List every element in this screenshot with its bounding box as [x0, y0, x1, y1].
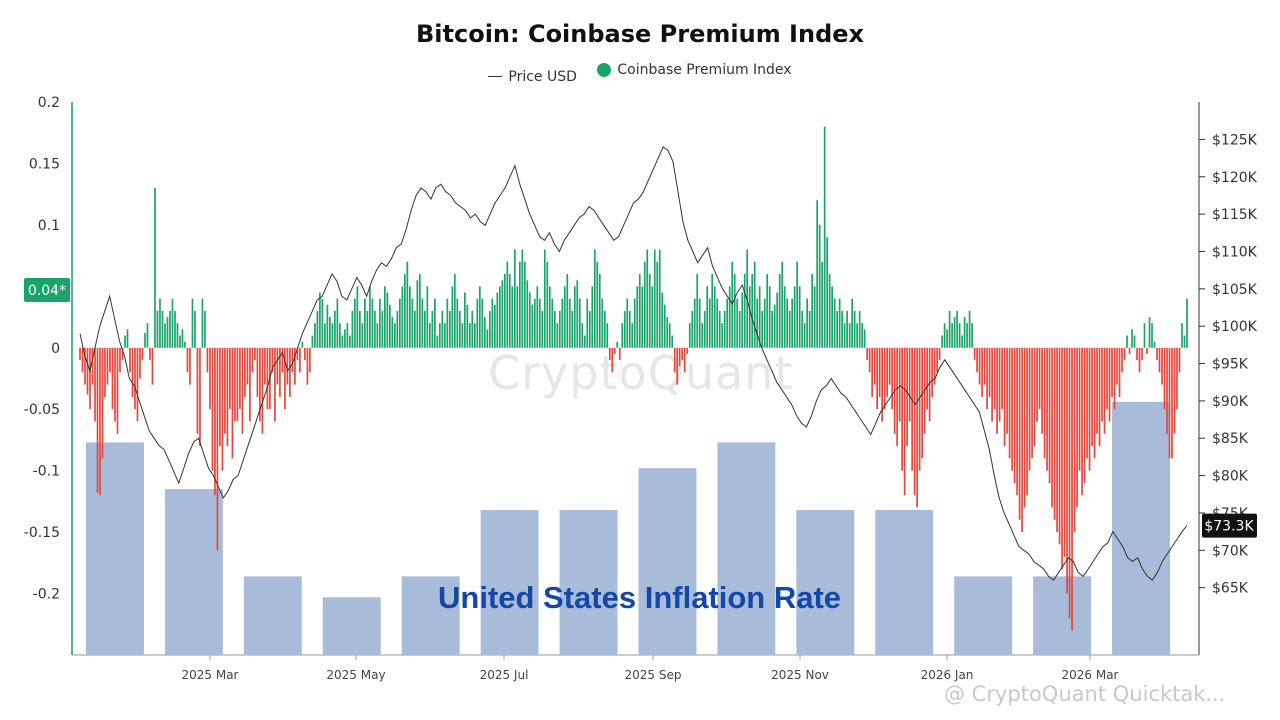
current-premium-tag	[24, 278, 70, 303]
y-right-tick-label: $115K	[1212, 207, 1258, 223]
y-left-tick-label: -0.05	[24, 402, 60, 418]
legend-dot-swatch	[597, 63, 612, 77]
y-right-tick-label: $70K	[1212, 543, 1249, 559]
chart-legend[interactable]: Price USD Coinbase Premium Index	[0, 62, 1280, 85]
legend-item-premium[interactable]: Coinbase Premium Index	[597, 62, 792, 78]
inflation-bar	[1112, 401, 1170, 655]
legend-label-price: Price USD	[508, 68, 577, 85]
y-right-tick-label: $90K	[1212, 394, 1249, 410]
x-tick-label: 2026 Mar	[1062, 668, 1119, 682]
inflation-overlay-label: United States Inflation Rate	[438, 580, 842, 615]
inflation-bar	[954, 576, 1013, 655]
y-left-tick-label: 0.15	[29, 156, 60, 172]
y-right-tick-label: $120K	[1212, 170, 1258, 186]
y-right-tick-label: $125K	[1212, 132, 1258, 148]
inflation-bar	[717, 442, 776, 655]
price-line	[79, 146, 1188, 581]
cryptoquant-watermark: CryptoQuant	[488, 346, 794, 400]
x-tick-label: 2025 Mar	[182, 668, 239, 682]
y-left-tick-label: 0	[51, 341, 60, 357]
inflation-bar	[796, 509, 855, 655]
chart-title: Bitcoin: Coinbase Premium Index	[415, 20, 865, 48]
inflation-bar	[638, 468, 697, 655]
inflation-bar	[243, 576, 302, 655]
x-tick-label: 2025 Sep	[625, 668, 682, 682]
inflation-bar	[875, 509, 934, 655]
y-right-tick-label: $80K	[1212, 469, 1249, 485]
inflation-bar	[559, 509, 618, 655]
inflation-bar	[322, 597, 381, 655]
y-right-tick-label: $110K	[1212, 244, 1258, 260]
y-left-tick-label: -0.1	[33, 464, 60, 480]
y-right-tick-label: $105K	[1212, 282, 1258, 298]
legend-item-price[interactable]: Price USD	[488, 69, 577, 85]
y-left-tick-label: 0.2	[38, 95, 60, 111]
legend-line-swatch	[488, 76, 503, 77]
legend-label-premium: Coinbase Premium Index	[617, 62, 792, 78]
y-right-tick-label: $65K	[1212, 581, 1249, 597]
x-tick-label: 2025 Jul	[480, 668, 529, 682]
inflation-bar	[401, 576, 460, 655]
footer-watermark: @ CryptoQuant Quicktak...	[944, 682, 1226, 706]
y-left-tick-label: -0.15	[24, 525, 60, 541]
inflation-bar	[1033, 576, 1092, 655]
current-price-tag	[1202, 513, 1257, 538]
x-tick-label: 2025 May	[326, 668, 385, 682]
x-tick-label: 2025 Nov	[771, 668, 829, 682]
inflation-bar	[86, 442, 144, 655]
inflation-bar	[164, 489, 223, 655]
inflation-bar	[480, 509, 539, 655]
x-tick-label: 2026 Jan	[921, 668, 974, 682]
current-premium-label: 0.04*	[28, 283, 66, 299]
y-right-tick-label: $85K	[1212, 431, 1249, 447]
current-price-label: $73.3K	[1204, 519, 1254, 535]
y-right-tick-label: $95K	[1212, 357, 1249, 373]
y-left-tick-label: 0.1	[38, 218, 60, 234]
y-right-tick-label: $100K	[1212, 319, 1258, 335]
y-left-tick-label: -0.2	[33, 587, 60, 603]
